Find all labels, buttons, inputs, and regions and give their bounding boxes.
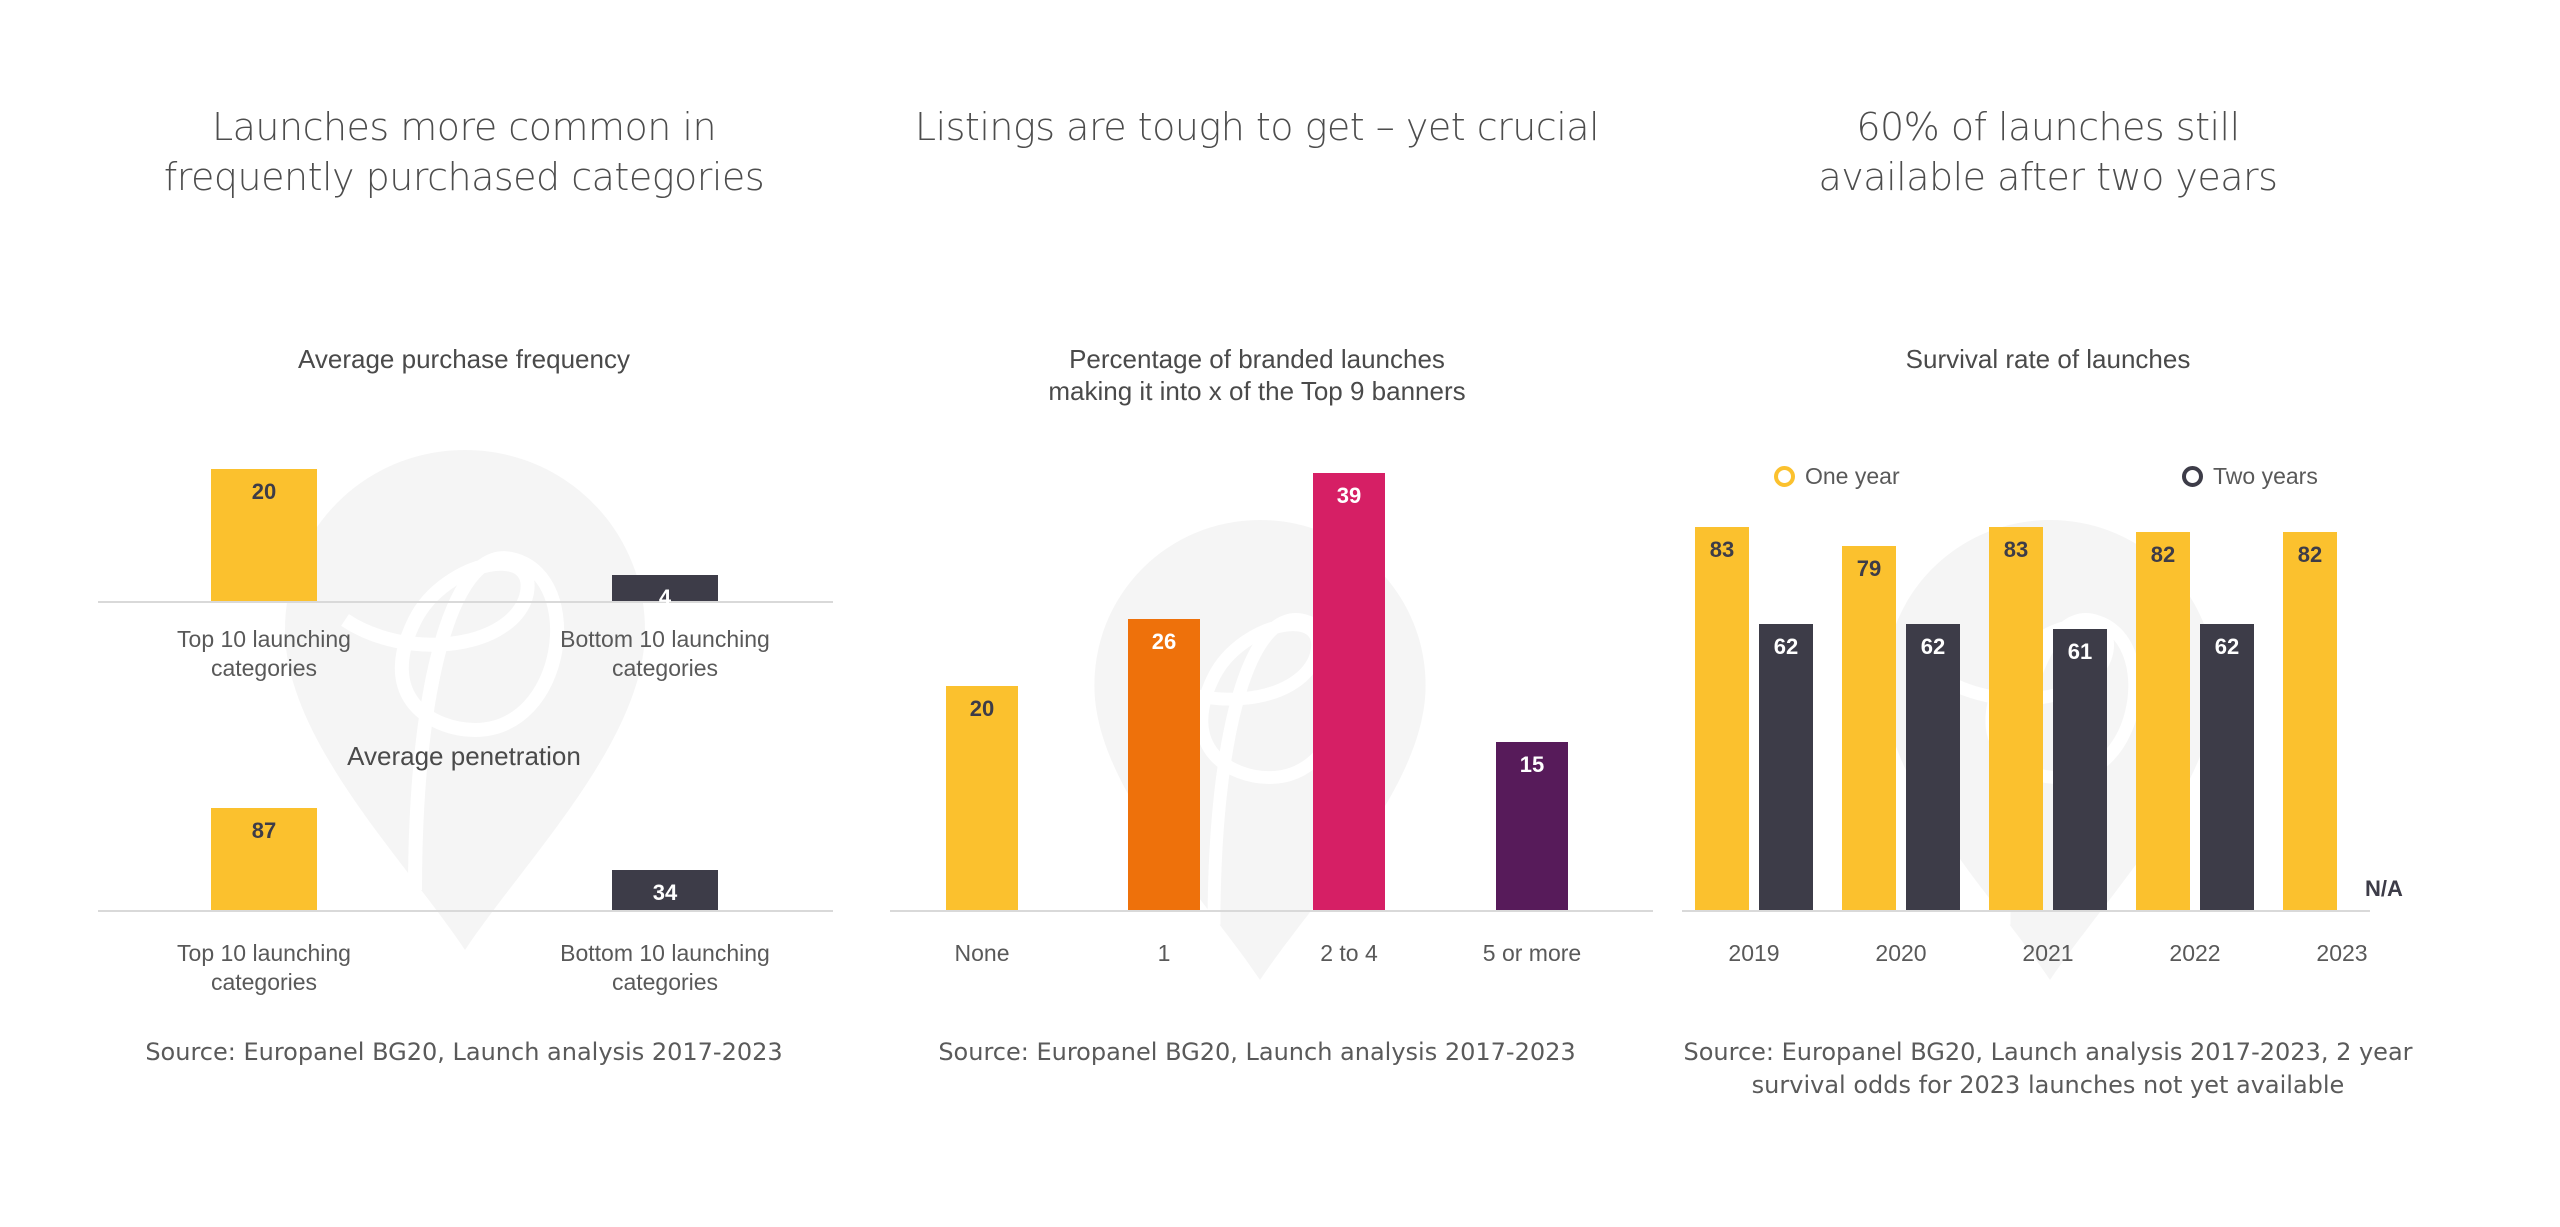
data-label: 62 — [2214, 634, 2240, 660]
x-axis-line — [98, 910, 833, 912]
category-label: 5 or more — [1432, 939, 1632, 968]
panel-3-title: 60% of launches still available after tw… — [1668, 102, 2428, 202]
category-label-line: 2021 — [2022, 940, 2074, 966]
category-label-line: 2020 — [1875, 940, 1927, 966]
category-label: None — [882, 939, 1082, 968]
data-label: 61 — [2067, 638, 2093, 664]
legend-two-years: Two years — [2182, 463, 2318, 490]
bar — [2053, 628, 2107, 910]
category-label-line: 2023 — [2316, 940, 2368, 966]
data-label: 62 — [1920, 634, 1946, 660]
category-label-line: categories — [210, 655, 318, 681]
chart-title-penetration: Average penetration — [347, 741, 581, 771]
data-label: 34 — [652, 880, 678, 906]
x-axis-line — [1682, 910, 2370, 912]
source-note-1: Source: Europanel BG20, Launch analysis … — [145, 1038, 783, 1066]
x-axis-line — [98, 601, 833, 603]
category-label-line: 1 — [1157, 940, 1171, 966]
category-label: 2 to 4 — [1249, 939, 1449, 968]
bar — [2136, 531, 2190, 910]
data-label: 4 — [658, 584, 672, 610]
title-line: Percentage of branded launches — [1069, 344, 1445, 374]
legend-ring-icon — [2182, 466, 2203, 487]
category-label-line: 2019 — [1728, 940, 1780, 966]
data-label: 82 — [2297, 541, 2323, 567]
data-label: 79 — [1856, 555, 1882, 581]
category-label-line: Top 10 launching — [177, 626, 351, 652]
category-label-line: 5 or more — [1482, 940, 1582, 966]
chart-title-listings: Percentage of branded launches making it… — [877, 343, 1637, 407]
panel-2-title: Listings are tough to get – yet crucial — [877, 102, 1637, 152]
chart-title-purchase-frequency: Average purchase frequency — [298, 344, 630, 374]
title-line: frequently purchased categories — [163, 155, 765, 199]
category-label: 2020 — [1831, 939, 1971, 968]
category-label: Top 10 launching categories — [94, 939, 434, 997]
bar — [1906, 624, 1960, 910]
title-line: Launches more common in — [211, 105, 717, 149]
source-line: survival odds for 2023 launches not yet … — [1751, 1071, 2345, 1099]
category-label: Bottom 10 launching categories — [495, 939, 835, 997]
bar — [1313, 473, 1385, 910]
bar — [211, 469, 317, 601]
data-label: 87 — [251, 818, 277, 844]
bar — [1842, 545, 1896, 910]
data-label: 15 — [1519, 752, 1545, 777]
data-label: 20 — [251, 479, 277, 504]
legend-label: Two years — [2213, 463, 2318, 489]
source-note-2: Source: Europanel BG20, Launch analysis … — [938, 1038, 1576, 1066]
title-line: 60% of launches still — [1856, 105, 2240, 149]
category-label-line: 2 to 4 — [1320, 940, 1378, 966]
bar — [1695, 527, 1749, 910]
bar — [1128, 618, 1200, 910]
category-label: Top 10 launching categories — [94, 625, 434, 683]
data-label: 83 — [2003, 537, 2029, 563]
bar — [211, 808, 317, 910]
watermark-logo-icon — [285, 450, 645, 950]
category-label-line: categories — [611, 655, 719, 681]
title-line: making it into x of the Top 9 banners — [1048, 376, 1466, 406]
category-label: 2021 — [1978, 939, 2118, 968]
bar — [612, 574, 718, 601]
x-axis-line — [890, 910, 1653, 912]
bar — [612, 870, 718, 910]
category-label-line: categories — [210, 969, 318, 995]
legend-one-year: One year — [1774, 463, 1900, 490]
category-label-line: None — [954, 940, 1010, 966]
category-label-line: categories — [611, 969, 719, 995]
data-label: 39 — [1336, 483, 1362, 509]
category-label: 1 — [1064, 939, 1264, 968]
category-label-line: Bottom 10 launching — [560, 940, 770, 966]
source-note-3: Source: Europanel BG20, Launch analysis … — [1668, 1036, 2428, 1102]
category-label-line: Top 10 launching — [177, 940, 351, 966]
bar — [2200, 624, 2254, 910]
title-line: Listings are tough to get – yet crucial — [914, 105, 1600, 149]
data-label: 20 — [969, 696, 995, 721]
legend-ring-icon — [1774, 466, 1795, 487]
panel-1-title: Launches more common in frequently purch… — [84, 102, 844, 202]
data-label: 83 — [1709, 537, 1735, 563]
category-label: 2022 — [2125, 939, 2265, 968]
category-label-line: Bottom 10 launching — [560, 626, 770, 652]
title-line: available after two years — [1818, 155, 2278, 199]
data-label: 26 — [1151, 628, 1177, 654]
chart-title-survival: Survival rate of launches — [1905, 344, 2191, 374]
source-line: Source: Europanel BG20, Launch analysis … — [1683, 1038, 2413, 1066]
bar — [1759, 624, 1813, 910]
category-label: 2019 — [1684, 939, 1824, 968]
bar — [1496, 742, 1568, 910]
category-label: Bottom 10 launching categories — [495, 625, 835, 683]
legend-label: One year — [1805, 463, 1900, 489]
bar — [2283, 531, 2337, 910]
bar — [946, 686, 1018, 910]
category-label: 2023 — [2272, 939, 2412, 968]
missing-label: N/A — [2365, 876, 2403, 901]
bar — [1989, 527, 2043, 910]
data-label: 62 — [1773, 634, 1799, 660]
category-label-line: 2022 — [2169, 940, 2221, 966]
data-label: 82 — [2150, 541, 2176, 567]
